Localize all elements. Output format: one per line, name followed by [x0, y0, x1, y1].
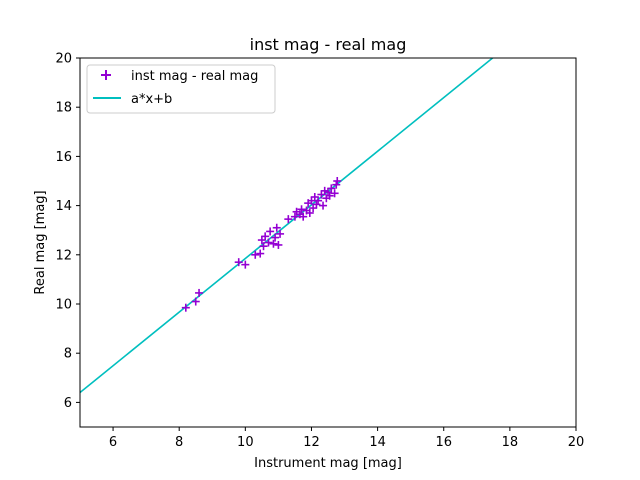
data-point [319, 201, 328, 210]
y-tick-label: 18 [55, 101, 72, 116]
data-point [269, 239, 278, 248]
chart-title: inst mag - real mag [250, 35, 407, 54]
data-point [274, 240, 283, 249]
x-tick-label: 18 [502, 435, 519, 450]
data-point [327, 184, 336, 193]
data-point [290, 212, 299, 221]
plot-data [80, 58, 494, 394]
x-tick-label: 8 [175, 435, 183, 450]
x-tick-label: 20 [568, 435, 585, 450]
y-tick-label: 8 [64, 347, 72, 362]
data-point [266, 227, 275, 236]
data-point [195, 288, 204, 297]
data-point [181, 303, 190, 312]
y-tick-label: 12 [55, 248, 72, 263]
data-point [264, 238, 273, 247]
x-tick-label: 16 [435, 435, 452, 450]
x-tick-label: 6 [109, 435, 117, 450]
x-tick-label: 14 [369, 435, 386, 450]
legend-marker-scatter [101, 70, 111, 80]
data-point [299, 212, 308, 221]
data-point [272, 223, 281, 232]
data-point [333, 177, 342, 185]
x-tick-label: 12 [303, 435, 320, 450]
data-point [261, 232, 270, 241]
data-point [284, 215, 293, 224]
y-tick-label: 16 [55, 150, 72, 165]
data-point [241, 260, 250, 269]
y-tick-label: 10 [55, 298, 72, 313]
data-point [271, 233, 280, 242]
data-point [325, 191, 334, 200]
data-point [312, 200, 321, 209]
y-tick-label: 20 [55, 52, 72, 67]
plot-frame [79, 57, 577, 428]
data-point [332, 180, 341, 189]
data-point [276, 229, 285, 238]
y-tick-label: 6 [64, 396, 72, 411]
x-tick-label: 10 [237, 435, 254, 450]
legend: inst mag - real mag a*x+b [86, 64, 276, 114]
data-point [305, 208, 314, 217]
x-axis-label: Instrument mag [mag] [254, 456, 402, 471]
legend-label-scatter: inst mag - real mag [131, 69, 258, 84]
legend-label-line: a*x+b [131, 92, 172, 107]
data-point [256, 249, 265, 258]
x-axis: 6 8 10 12 14 16 18 20 [109, 427, 584, 450]
data-point [314, 196, 323, 205]
data-point [191, 297, 200, 306]
y-axis-label: Real mag [mag] [33, 190, 48, 294]
legend-box [86, 64, 276, 114]
data-point [234, 258, 243, 267]
y-axis: 6 8 10 12 14 16 18 20 [55, 52, 80, 411]
y-tick-label: 14 [55, 199, 72, 214]
data-point [251, 250, 260, 259]
data-point [330, 189, 339, 198]
data-point [297, 205, 306, 214]
data-point [259, 242, 268, 251]
